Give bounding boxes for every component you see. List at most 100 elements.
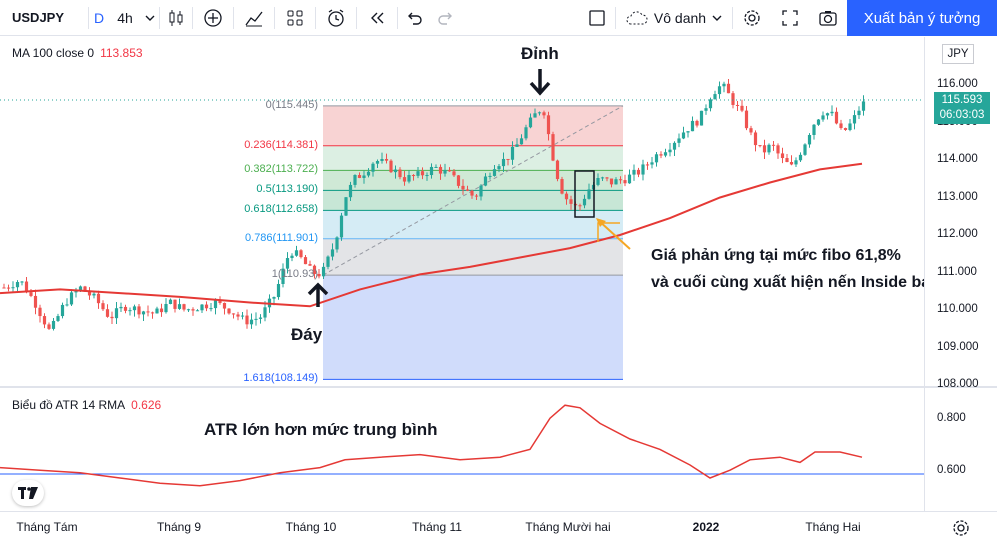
candle-body (722, 83, 726, 87)
candle-body (857, 110, 861, 116)
price-chart-canvas[interactable] (0, 37, 924, 386)
candle-body (6, 287, 11, 289)
candle-body (803, 144, 807, 155)
candle-body (353, 174, 357, 185)
main-chart-pane[interactable]: MA 100 close 0 113.853 0(115.445) 0.236(11… (0, 37, 924, 386)
candle-body (767, 144, 771, 153)
redo-icon[interactable] (430, 0, 462, 36)
candle-body (456, 175, 461, 186)
gear-icon[interactable] (951, 518, 971, 538)
last-price-tag: 115.593 06:03:03 (934, 92, 990, 124)
candlestick-series (2, 79, 866, 331)
candle-body (695, 120, 699, 126)
price-label: 116.000 (937, 78, 978, 90)
tradingview-logo[interactable] (12, 480, 44, 506)
candle-body (510, 146, 515, 160)
candle-body (11, 287, 15, 289)
candle-body (42, 316, 47, 325)
ma-legend[interactable]: MA 100 close 0 113.853 (12, 46, 143, 60)
currency-selector[interactable]: JPY (942, 44, 974, 64)
candle-body (312, 265, 317, 275)
candle-body (308, 264, 312, 266)
candle-body (258, 317, 263, 319)
candle-body (326, 256, 330, 267)
atr-pane[interactable]: Biểu đồ ATR 14 RMA 0.626 ATR lớn hơn mức … (0, 388, 924, 511)
candle-body (780, 153, 785, 159)
candle-body (600, 177, 605, 179)
candle-body (731, 93, 735, 105)
price-label: 112.000 (937, 228, 978, 240)
candle-body (303, 257, 308, 265)
candle-body (812, 124, 816, 135)
atr-chart-canvas[interactable] (0, 388, 924, 511)
toolbar-divider (274, 6, 275, 29)
candle-body (96, 293, 101, 304)
interval-prefix[interactable]: D (93, 9, 105, 26)
candle-body (164, 303, 168, 313)
candle-body (740, 105, 744, 111)
candle-body (488, 175, 492, 177)
candle-body (335, 237, 339, 250)
candle-body (447, 170, 452, 172)
atr-price-label: 0.800 (937, 412, 966, 424)
candle-body (587, 189, 591, 199)
expand-icon[interactable] (771, 0, 809, 36)
toolbar-divider (615, 6, 616, 29)
add-indicator-icon[interactable] (193, 0, 233, 36)
replay-icon[interactable] (357, 0, 397, 36)
candle-body (119, 306, 123, 309)
candle-body (263, 307, 267, 318)
candle-body (290, 255, 294, 259)
publish-idea-button[interactable]: Xuất bản ý tưởng (847, 0, 997, 36)
alert-clock-icon[interactable] (316, 0, 356, 36)
candle-body (186, 309, 191, 311)
note-arrow (597, 219, 631, 250)
candle-body (272, 297, 276, 299)
templates-icon[interactable] (275, 0, 315, 36)
candle-body (2, 287, 6, 289)
fib-retracement-bands (323, 105, 623, 380)
atr-legend[interactable]: Biểu đồ ATR 14 RMA 0.626 (12, 398, 161, 412)
undo-icon[interactable] (398, 0, 430, 36)
candle-body (515, 144, 519, 147)
candle-body (15, 282, 20, 288)
indicators-icon[interactable] (234, 0, 274, 36)
candle-body (798, 154, 803, 161)
candle-body (137, 306, 141, 315)
candle-body (654, 154, 659, 163)
candle-body (708, 99, 713, 109)
timeframe-button[interactable]: 4h (117, 9, 133, 26)
layout-name-button[interactable]: Vô danh (616, 0, 732, 36)
candle-body (146, 311, 150, 313)
toolbar-divider (159, 6, 160, 29)
fullscreen-square-icon[interactable] (579, 0, 615, 36)
time-label: Tháng Tám (16, 520, 78, 534)
candle-body (222, 302, 227, 309)
candle-body (627, 174, 632, 184)
candle-body (132, 306, 137, 311)
candle-body (285, 258, 290, 269)
candle-body (555, 160, 560, 180)
time-axis[interactable]: Tháng Tám Tháng 9 Tháng 10 Tháng 11 Tháng Mư… (0, 511, 997, 542)
price-label: 113.000 (937, 190, 978, 203)
candle-body (398, 169, 402, 178)
candle-body (861, 101, 866, 111)
symbol-search[interactable]: USDJPY (12, 10, 65, 25)
candle-body (69, 292, 74, 305)
candle-body (690, 120, 695, 132)
pane-separator[interactable] (0, 386, 997, 388)
candles-icon[interactable] (160, 0, 192, 36)
candle-body (551, 134, 555, 161)
candle-body (65, 304, 69, 306)
candle-body (582, 198, 587, 206)
candle-body (254, 318, 258, 320)
candle-body (276, 283, 281, 298)
time-label: Tháng 10 (285, 520, 337, 534)
ma-legend-value: 113.853 (100, 46, 143, 60)
chevron-down-icon[interactable] (141, 0, 159, 36)
candle-body (497, 166, 501, 170)
candle-body (200, 304, 204, 311)
gear-icon[interactable] (733, 0, 771, 36)
camera-icon[interactable] (809, 0, 847, 36)
candle-body (123, 306, 128, 311)
